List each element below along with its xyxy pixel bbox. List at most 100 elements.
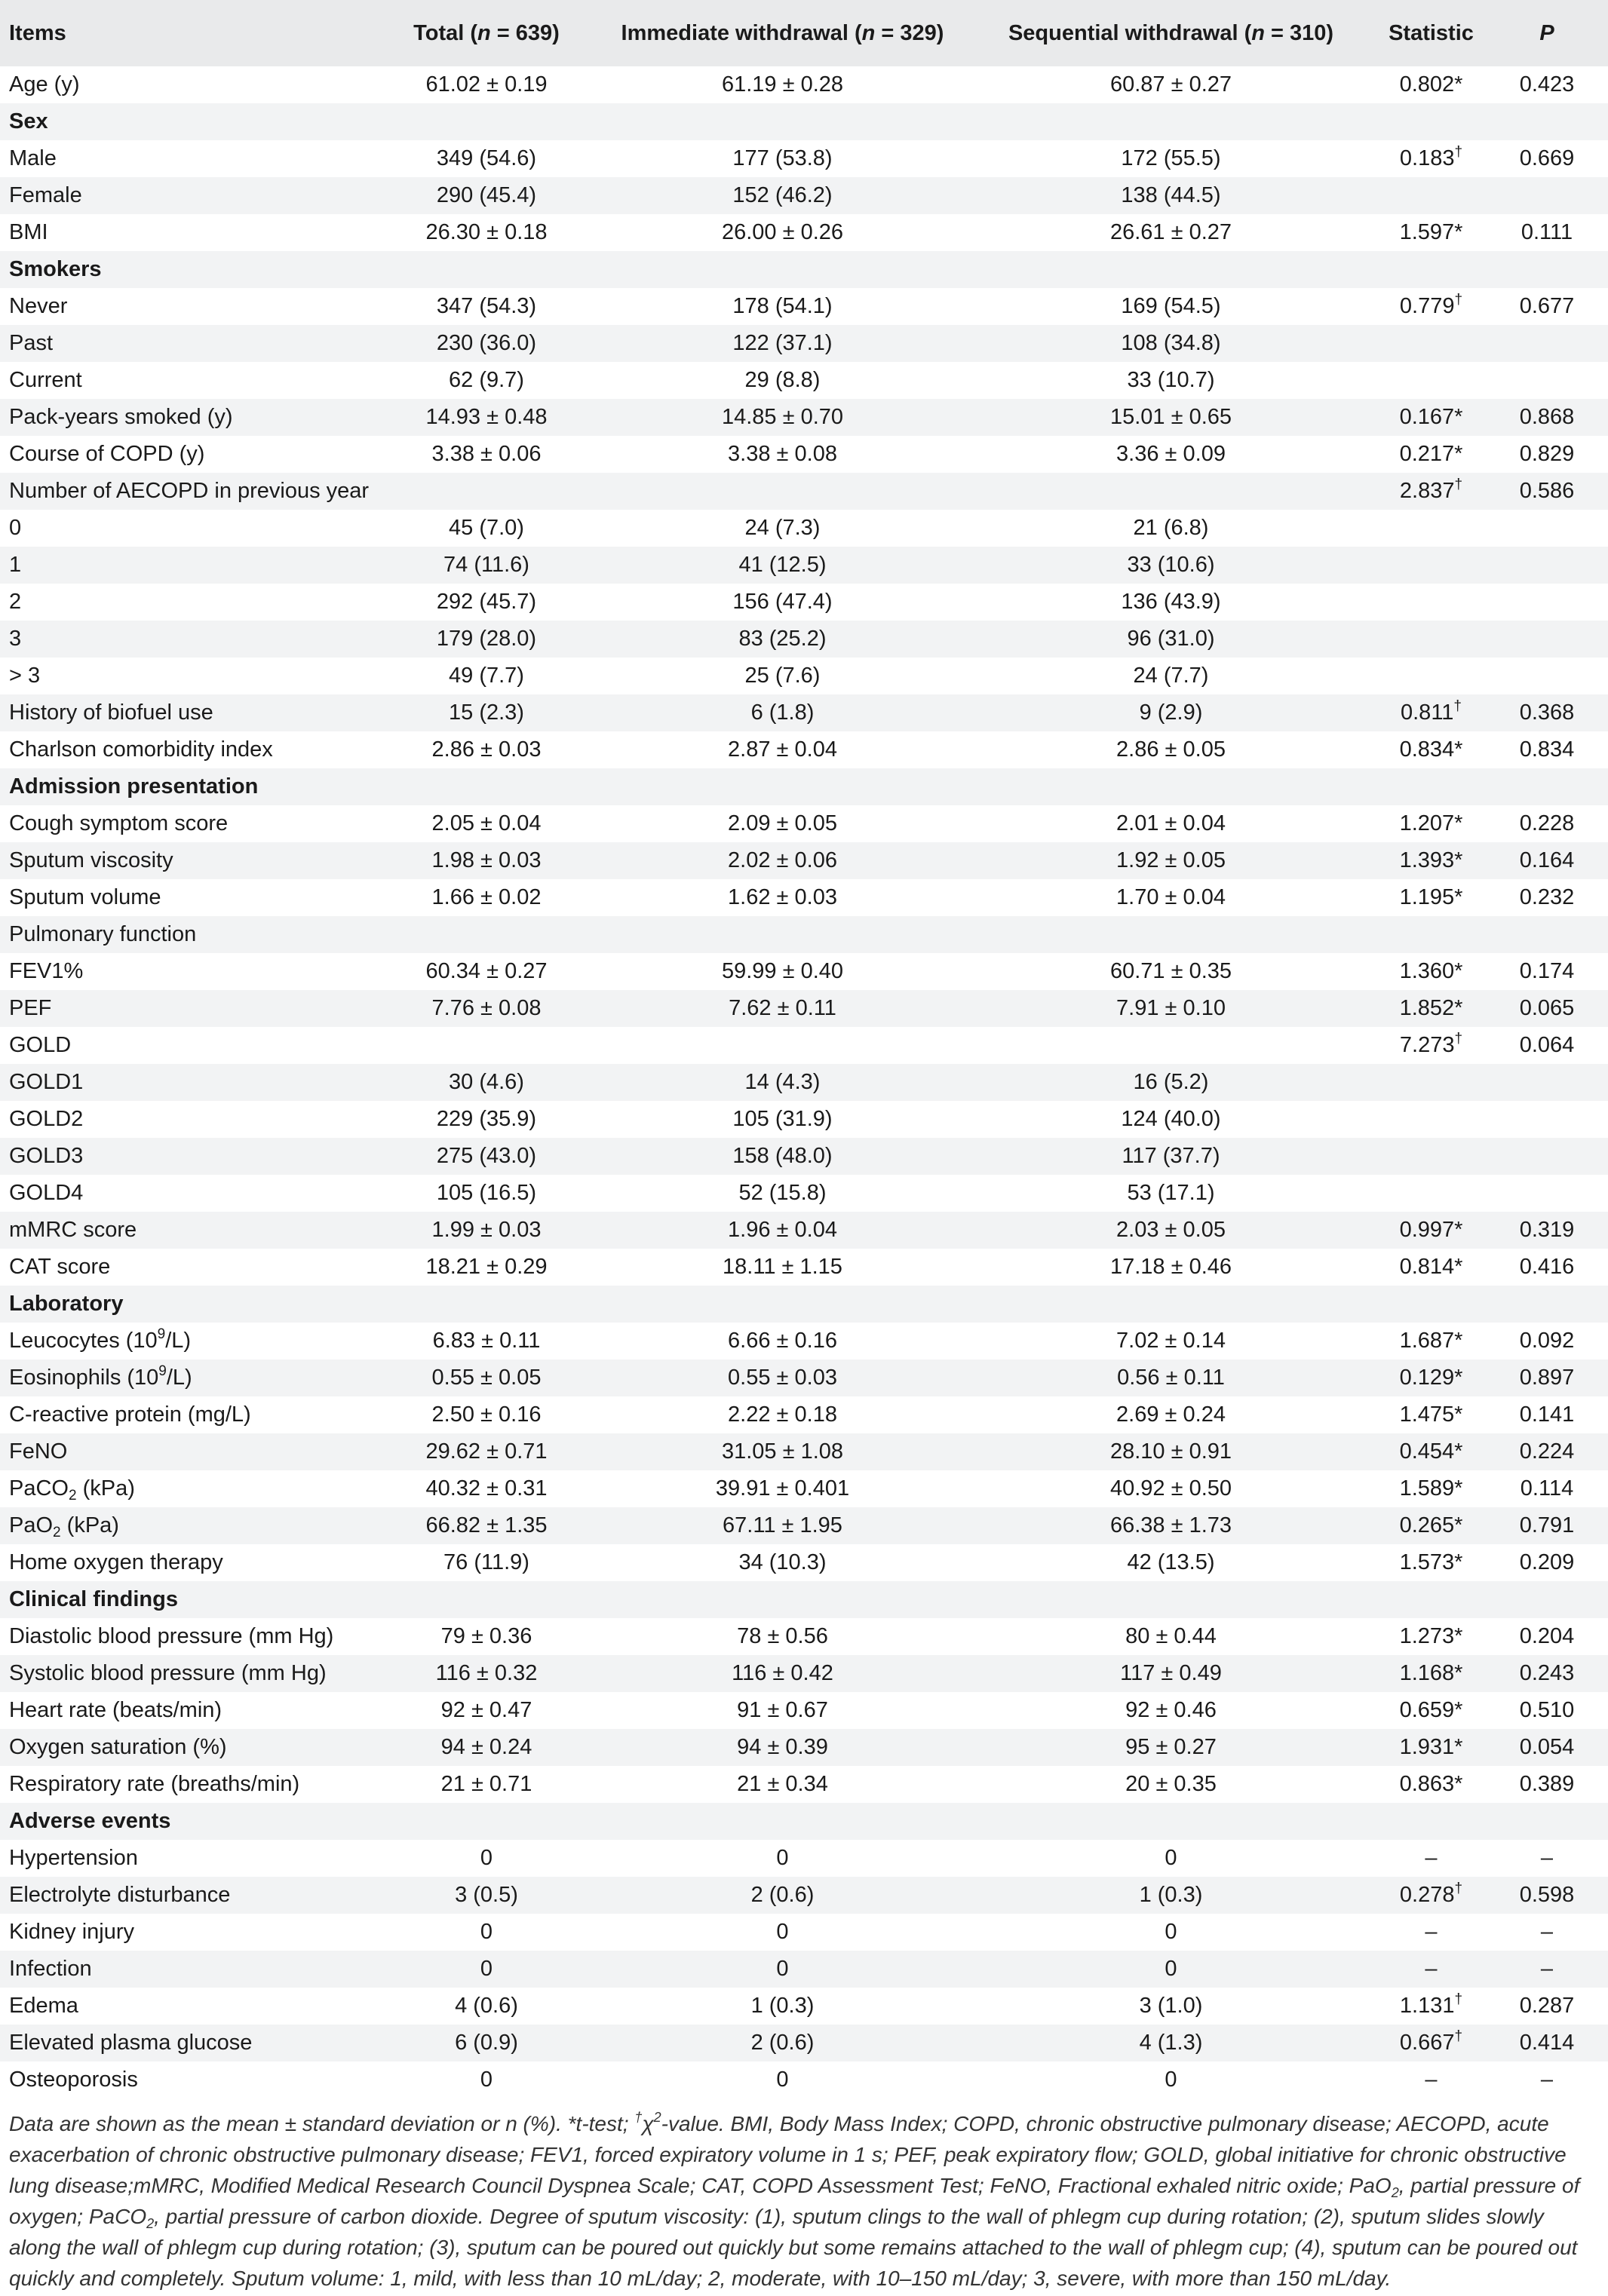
cell-p-value: 0.791 <box>1519 1513 1575 1537</box>
table-row: Elevated plasma glucose 6 (0.9) 2 (0.6) 4 (… <box>0 2025 1608 2061</box>
cell-sequential: 0 <box>1165 1846 1177 1870</box>
cell-sequential: 138 (44.5) <box>1121 183 1221 207</box>
cell-immediate: 31.05 ± 1.08 <box>721 1439 844 1464</box>
cell-p-value <box>1486 1138 1608 1175</box>
cell-p-value <box>1486 1286 1608 1323</box>
cell-p-value: 0.232 <box>1519 885 1575 909</box>
cell-sequential: 20 ± 0.35 <box>1125 1772 1217 1796</box>
cell-p-value: 0.164 <box>1519 848 1575 872</box>
cell-total: 66.82 ± 1.35 <box>425 1513 548 1537</box>
cell-statistic: 7.273† <box>1399 1031 1463 1057</box>
cell-total: 2.05 ± 0.04 <box>431 811 542 835</box>
cell-sequential: 108 (34.8) <box>1121 331 1221 355</box>
cell-statistic <box>1376 768 1486 805</box>
cell-statistic <box>1376 251 1486 288</box>
row-label: GOLD1 <box>9 1070 84 1094</box>
cell-p-value: 0.368 <box>1519 700 1575 725</box>
cell-statistic: – <box>1425 1920 1438 1944</box>
cell-total: 275 (43.0) <box>436 1144 537 1168</box>
cell-sequential: 136 (43.9) <box>1121 590 1221 614</box>
cell-statistic: 1.207* <box>1399 811 1463 835</box>
cell-statistic: 0.811† <box>1401 698 1462 725</box>
cell-sequential: 3.36 ± 0.09 <box>1116 442 1226 466</box>
cell-total <box>373 103 600 140</box>
cell-sequential: 80 ± 0.44 <box>1125 1624 1217 1648</box>
row-label: Laboratory <box>9 1292 124 1316</box>
cell-immediate <box>600 473 965 510</box>
row-label: Adverse events <box>9 1809 171 1833</box>
row-label: Respiratory rate (breaths/min) <box>9 1772 300 1796</box>
cell-sequential: 17.18 ± 0.46 <box>1109 1255 1232 1279</box>
row-label: Sex <box>9 109 48 133</box>
cell-immediate: 2 (0.6) <box>750 1883 815 1907</box>
row-label: History of biofuel use <box>9 700 213 725</box>
cell-statistic <box>1376 510 1486 547</box>
row-label: Admission presentation <box>9 774 259 799</box>
cell-total: 229 (35.9) <box>436 1107 537 1131</box>
table-row: PaCO2 (kPa) 40.32 ± 0.31 39.91 ± 0.401 40.9… <box>0 1470 1608 1507</box>
cell-total: 26.30 ± 0.18 <box>425 220 548 244</box>
row-label: > 3 <box>9 664 41 688</box>
table-row: Kidney injury 0 0 0 – – <box>0 1914 1608 1951</box>
table-row: GOLD2 229 (35.9) 105 (31.9) 124 (40.0) <box>0 1101 1608 1138</box>
cell-immediate <box>600 1581 965 1618</box>
cell-sequential: 4 (1.3) <box>1139 2031 1203 2055</box>
cell-total: 21 ± 0.71 <box>440 1772 532 1796</box>
table-row: PEF 7.76 ± 0.08 7.62 ± 0.11 7.91 ± 0.10 1.85… <box>0 990 1608 1027</box>
section-row: Clinical findings <box>0 1581 1608 1618</box>
table-row: 1 74 (11.6) 41 (12.5) 33 (10.6) <box>0 547 1608 584</box>
cell-statistic: 1.475* <box>1399 1402 1463 1427</box>
cell-sequential: 16 (5.2) <box>1133 1070 1209 1094</box>
row-label: CAT score <box>9 1255 111 1279</box>
cell-p-value: 0.204 <box>1519 1624 1575 1648</box>
cell-statistic: 1.168* <box>1399 1661 1463 1685</box>
cell-p-value: 0.092 <box>1519 1329 1575 1353</box>
cell-p-value <box>1486 362 1608 399</box>
cell-p-value: 0.829 <box>1519 442 1575 466</box>
cell-statistic: 0.265* <box>1399 1513 1463 1537</box>
row-label: Pack-years smoked (y) <box>9 405 233 429</box>
cell-total: 49 (7.7) <box>449 664 524 688</box>
cell-immediate: 122 (37.1) <box>732 331 833 355</box>
row-label: FEV1% <box>9 959 84 983</box>
cell-p-value: 0.868 <box>1519 405 1575 429</box>
section-row: Laboratory <box>0 1286 1608 1323</box>
cell-total: 347 (54.3) <box>436 294 537 318</box>
cell-statistic: 0.834* <box>1399 737 1463 762</box>
cell-sequential: 26.61 ± 0.27 <box>1109 220 1232 244</box>
cell-total: 62 (9.7) <box>449 368 524 392</box>
table-row: Pulmonary function <box>0 916 1608 953</box>
cell-p-value: 0.287 <box>1519 1994 1575 2018</box>
cell-statistic: – <box>1425 1957 1438 1981</box>
cell-p-value <box>1486 103 1608 140</box>
cell-immediate: 6.66 ± 0.16 <box>728 1329 837 1353</box>
table-row: Systolic blood pressure (mm Hg) 116 ± 0.3… <box>0 1655 1608 1692</box>
cell-statistic: 0.863* <box>1399 1772 1463 1796</box>
cell-sequential <box>965 251 1376 288</box>
cell-sequential: 124 (40.0) <box>1121 1107 1221 1131</box>
cell-immediate <box>600 251 965 288</box>
cell-sequential: 28.10 ± 0.91 <box>1109 1439 1232 1464</box>
cell-p-value <box>1486 768 1608 805</box>
cell-sequential: 92 ± 0.46 <box>1125 1698 1217 1722</box>
cell-immediate: 152 (46.2) <box>732 183 833 207</box>
row-label: Systolic blood pressure (mm Hg) <box>9 1661 327 1685</box>
cell-sequential: 172 (55.5) <box>1121 146 1221 170</box>
cell-sequential: 2.69 ± 0.24 <box>1116 1402 1226 1427</box>
cell-immediate: 29 (8.8) <box>744 368 821 392</box>
cell-p-value: 0.209 <box>1519 1550 1575 1574</box>
cell-sequential <box>965 103 1376 140</box>
cell-statistic <box>1376 1175 1486 1212</box>
table-header-row: Items Total (n = 639) Immediate withdraw… <box>0 0 1608 66</box>
header-sequential-withdrawal: Sequential withdrawal (n = 310) <box>1008 21 1334 45</box>
cell-sequential <box>965 1803 1376 1840</box>
cell-sequential: 0 <box>1165 1920 1177 1944</box>
cell-p-value: 0.423 <box>1519 72 1575 97</box>
cell-total: 6.83 ± 0.11 <box>432 1329 541 1353</box>
cell-total: 290 (45.4) <box>436 183 537 207</box>
cell-total: 4 (0.6) <box>455 1994 518 2018</box>
cell-total: 105 (16.5) <box>436 1181 537 1205</box>
cell-immediate: 1.62 ± 0.03 <box>728 885 837 909</box>
cell-total: 14.93 ± 0.48 <box>425 405 548 429</box>
